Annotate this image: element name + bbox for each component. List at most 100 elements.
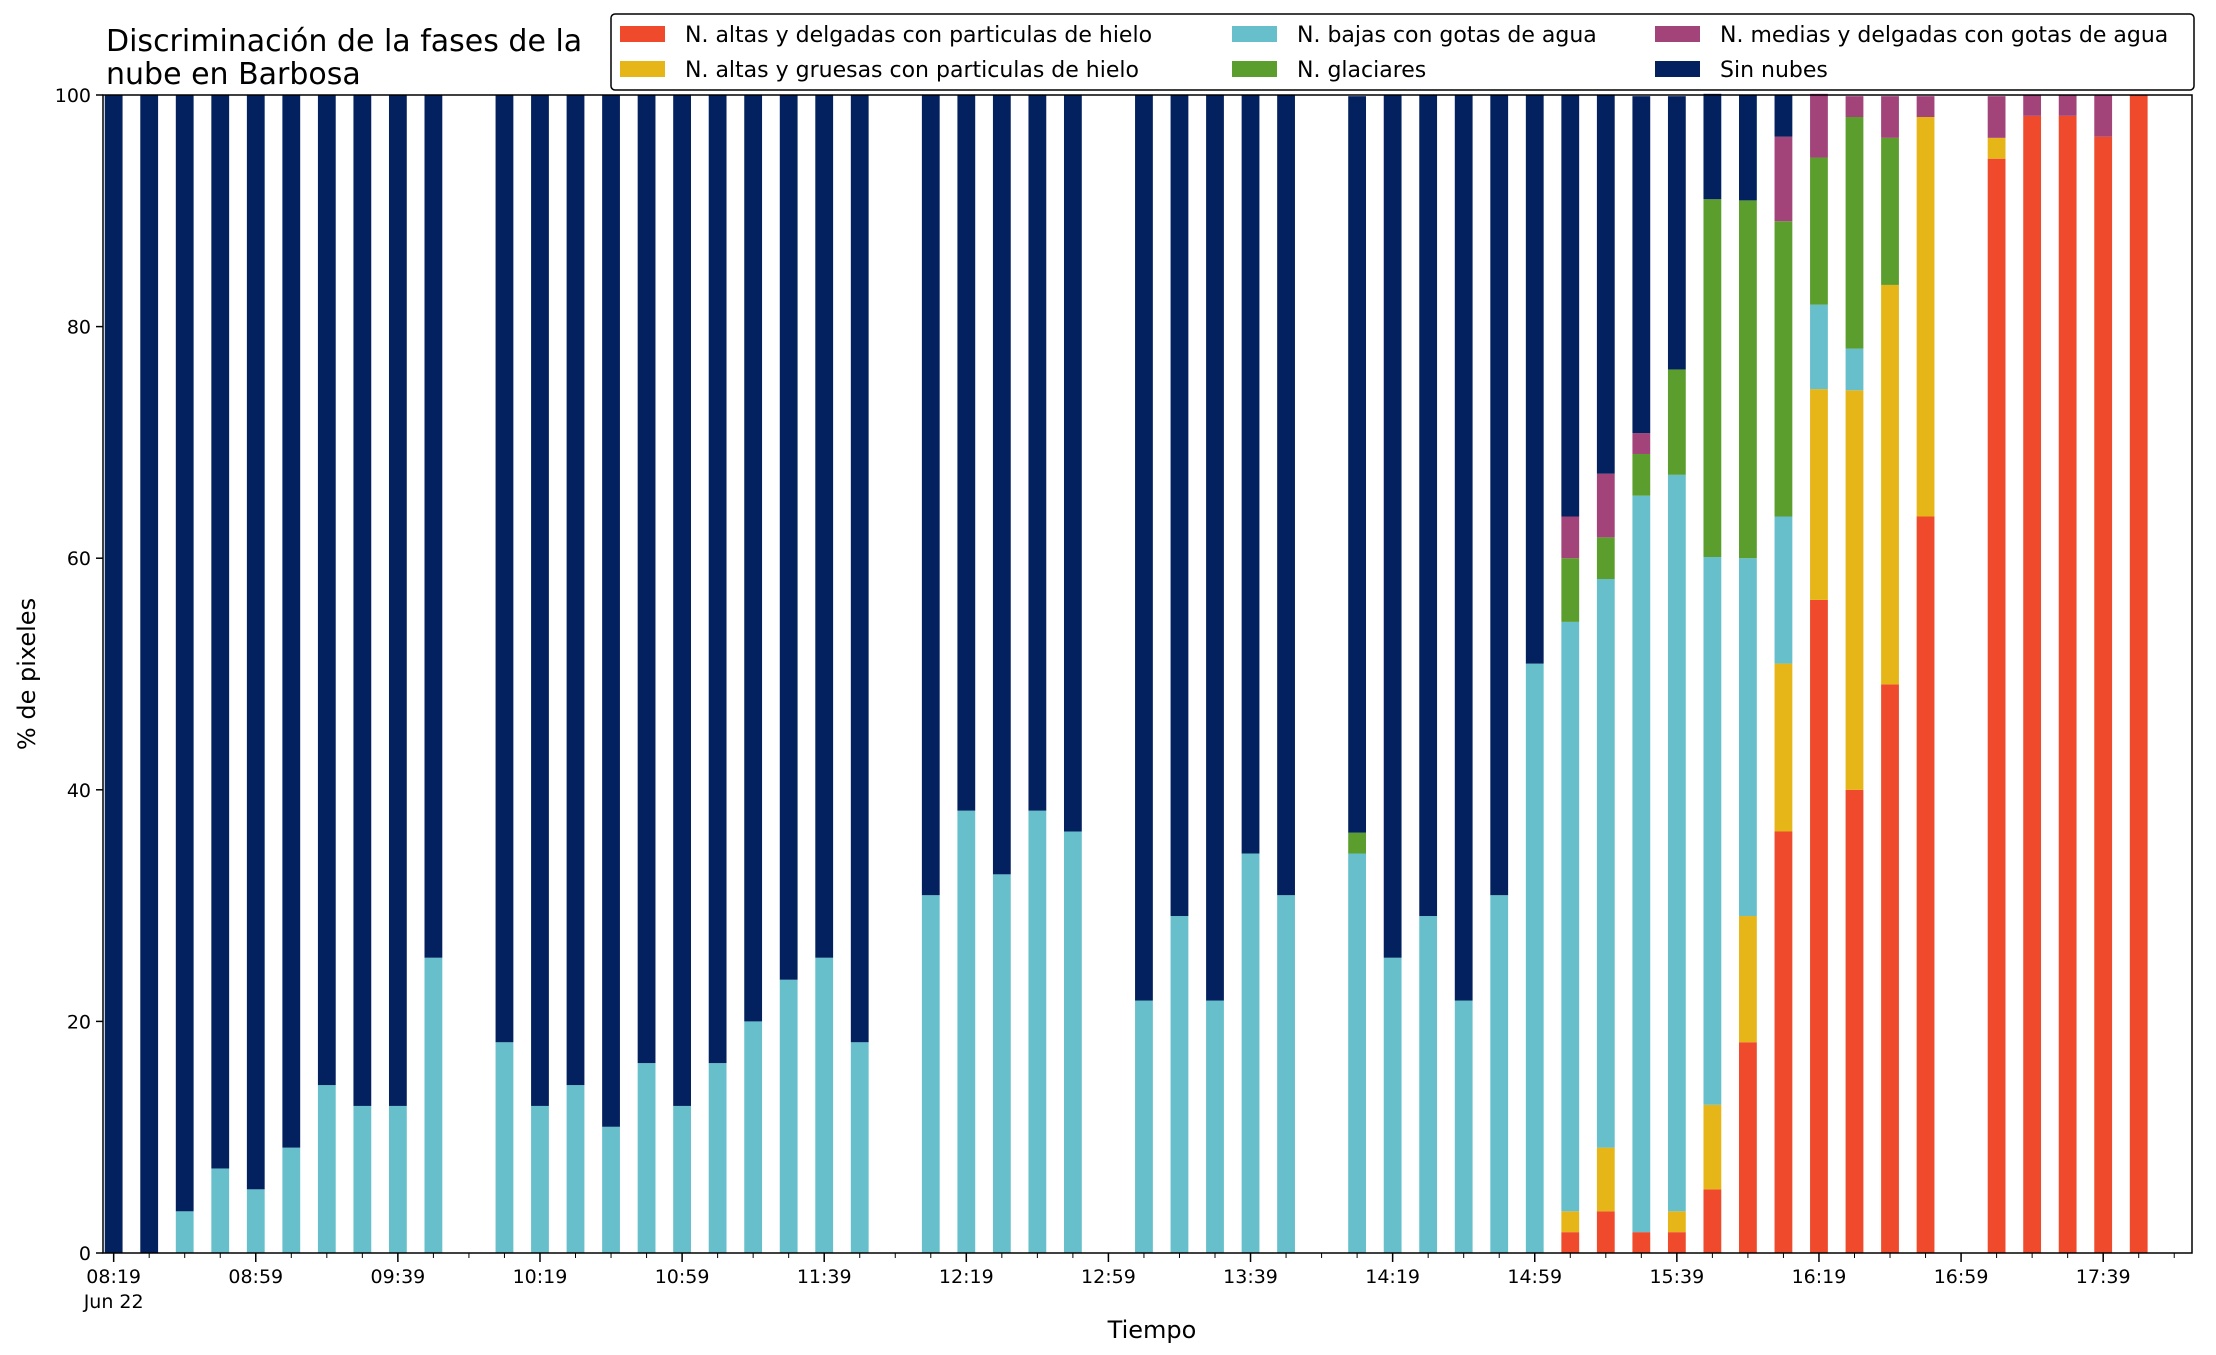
bar-segment-s3-p47 xyxy=(1881,137,1899,285)
x-tick-label: 17:39 xyxy=(2076,1266,2131,1288)
bar-segment-s5-p27 xyxy=(1135,95,1153,1001)
bar-segment-s5-p7 xyxy=(353,95,372,1106)
bar-segment-s0-p48 xyxy=(1916,516,1935,1253)
bar-segment-s2-p45 xyxy=(1810,304,1828,390)
bar-segment-s2-p44 xyxy=(1774,516,1793,664)
y-tick-label: 80 xyxy=(67,317,91,339)
bar-segment-s0-p52 xyxy=(2094,136,2113,1254)
bar-segment-s2-p23 xyxy=(957,810,976,1253)
bar-segment-s2-p6 xyxy=(317,1085,336,1253)
bar-segment-s2-p17 xyxy=(708,1063,727,1253)
x-tick-label: 15:39 xyxy=(1649,1266,1704,1288)
bar-segment-s2-p35 xyxy=(1454,1000,1473,1253)
bars-group xyxy=(104,93,2148,1254)
bar-segment-s2-p42 xyxy=(1703,557,1722,1105)
bar-segment-s1-p39 xyxy=(1596,1147,1615,1212)
y-tick-label: 20 xyxy=(67,1011,91,1033)
bar-segment-s2-p39 xyxy=(1596,579,1615,1148)
bar-segment-s4-p51 xyxy=(2058,95,2077,116)
bar-segment-s2-p13 xyxy=(566,1085,585,1253)
legend-box xyxy=(610,13,2195,91)
bar-segment-s1-p42 xyxy=(1703,1104,1722,1190)
legend-label: N. altas y delgadas con particulas de hi… xyxy=(685,23,1152,48)
bar-segment-s5-p9 xyxy=(424,95,443,958)
bar-segment-s0-p39 xyxy=(1596,1211,1615,1253)
bar-segment-s2-p3 xyxy=(211,1168,230,1253)
bar-segment-s5-p1 xyxy=(140,95,159,1253)
bar-segment-s5-p16 xyxy=(673,95,691,1106)
legend-swatch xyxy=(620,61,665,77)
bar-segment-s3-p40 xyxy=(1632,453,1651,496)
bar-segment-s3-p41 xyxy=(1667,369,1686,475)
bar-segment-s2-p27 xyxy=(1135,1000,1153,1253)
bar-segment-s5-p18 xyxy=(744,95,763,1022)
bar-segment-s0-p45 xyxy=(1810,599,1828,1253)
bar-segment-s3-p38 xyxy=(1561,558,1580,622)
bar-segment-s5-p3 xyxy=(211,95,230,1169)
bar-segment-s2-p14 xyxy=(602,1126,620,1253)
legend-swatch xyxy=(1655,26,1700,42)
bar-segment-s5-p24 xyxy=(992,95,1011,875)
bar-segment-s2-p7 xyxy=(353,1105,372,1253)
bar-segment-s5-p26 xyxy=(1063,95,1082,832)
bar-segment-s1-p44 xyxy=(1774,663,1793,832)
bar-segment-s2-p20 xyxy=(815,957,834,1253)
legend-swatch xyxy=(1232,61,1277,77)
bar-segment-s0-p41 xyxy=(1667,1232,1686,1253)
bar-segment-s4-p52 xyxy=(2094,95,2113,137)
bar-segment-s2-p21 xyxy=(850,1042,869,1253)
bar-segment-s5-p30 xyxy=(1241,95,1260,854)
bar-segment-s5-p33 xyxy=(1383,95,1402,958)
bar-segment-s1-p45 xyxy=(1810,389,1828,600)
bar-segment-s5-p42 xyxy=(1703,93,1722,200)
bar-segment-s2-p37 xyxy=(1525,663,1544,1253)
bar-segment-s2-p16 xyxy=(673,1105,691,1253)
legend-swatch xyxy=(1232,26,1277,42)
legend-label: Sin nubes xyxy=(1720,58,1828,83)
bar-segment-s5-p0 xyxy=(104,95,123,1253)
bar-segment-s0-p47 xyxy=(1881,684,1899,1253)
x-tick-label: 09:39 xyxy=(370,1266,425,1288)
bar-segment-s5-p41 xyxy=(1667,96,1686,370)
bar-segment-s4-p40 xyxy=(1632,433,1651,454)
bar-segment-s5-p40 xyxy=(1632,96,1651,434)
bar-segment-s5-p8 xyxy=(388,95,407,1106)
x-tick-label: 12:19 xyxy=(939,1266,994,1288)
bar-segment-s1-p38 xyxy=(1561,1211,1580,1233)
bar-segment-s5-p38 xyxy=(1561,95,1580,517)
bar-segment-s0-p38 xyxy=(1561,1232,1580,1253)
bar-segment-s5-p39 xyxy=(1596,95,1615,474)
bar-segment-s3-p39 xyxy=(1596,537,1615,580)
bar-segment-s5-p15 xyxy=(637,95,656,1064)
bar-segment-s2-p30 xyxy=(1241,853,1260,1253)
bar-segment-s3-p44 xyxy=(1774,221,1793,517)
bar-segment-s1-p49 xyxy=(1987,137,2006,159)
bar-segment-s1-p48 xyxy=(1916,117,1935,517)
bar-segment-s4-p48 xyxy=(1916,96,1935,117)
bar-segment-s4-p49 xyxy=(1987,96,2006,138)
bar-segment-s1-p47 xyxy=(1881,284,1899,685)
x-tick-label: 08:59 xyxy=(228,1266,283,1288)
bar-segment-s5-p31 xyxy=(1277,95,1295,896)
y-tick-label: 60 xyxy=(67,548,91,570)
bar-segment-s5-p36 xyxy=(1490,95,1509,896)
bar-segment-s0-p53 xyxy=(2129,95,2148,1253)
bar-segment-s2-p26 xyxy=(1063,831,1082,1253)
bar-segment-s3-p45 xyxy=(1810,157,1828,305)
bar-segment-s4-p44 xyxy=(1774,136,1793,222)
bar-segment-s3-p32 xyxy=(1348,832,1367,854)
plot-frame xyxy=(102,94,2193,1254)
bar-segment-s5-p13 xyxy=(566,95,585,1086)
x-tick-sublabel: Jun 22 xyxy=(83,1291,144,1313)
x-tick-label: 16:19 xyxy=(1792,1266,1847,1288)
y-tick-label: 40 xyxy=(67,780,91,802)
bar-segment-s4-p47 xyxy=(1881,96,1899,138)
bar-segment-s2-p28 xyxy=(1170,916,1189,1253)
bar-segment-s5-p37 xyxy=(1525,95,1544,664)
bar-segment-s2-p34 xyxy=(1419,916,1438,1253)
bar-segment-s0-p44 xyxy=(1774,831,1793,1253)
bar-segment-s3-p43 xyxy=(1739,200,1757,559)
bar-segment-s3-p46 xyxy=(1845,117,1864,349)
bar-segment-s2-p22 xyxy=(921,895,940,1253)
bar-segment-s5-p20 xyxy=(815,95,834,958)
